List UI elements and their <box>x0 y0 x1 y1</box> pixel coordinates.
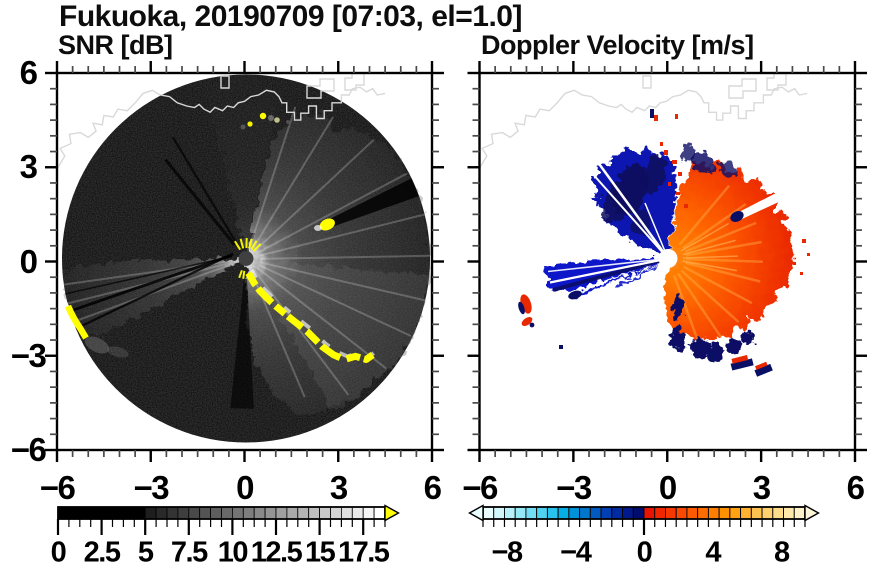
snr-y-tick-label: 6 <box>19 54 38 91</box>
axis-ticks <box>45 61 867 462</box>
snr-colorbar <box>56 504 400 535</box>
doppler-colorbar-tick-label: 4 <box>705 536 721 569</box>
snr-y-tick-label: 0 <box>19 242 38 280</box>
snr-colorbar-tick-label: 12.5 <box>250 536 303 569</box>
snr-panel-title: SNR [dB] <box>58 30 173 60</box>
doppler-white-notch <box>737 192 783 219</box>
doppler-colorbar-tick-label: −8 <box>491 536 524 569</box>
snr-colorbar-tick-label: 7.5 <box>170 536 208 569</box>
snr-colorbar-tick-label: 0 <box>50 536 67 569</box>
doppler-navy-patches-south <box>671 144 754 361</box>
page-title: Fukuoka, 20190709 [07:03, el=1.0] <box>59 0 522 33</box>
doppler-navy-stripe <box>552 256 669 292</box>
snr-shadow-rays <box>65 136 419 409</box>
doppler-x-tick-label: −3 <box>556 469 592 506</box>
snr-radial-streaks <box>63 106 431 398</box>
snr-colorbar-tick-label: 2.5 <box>83 536 121 569</box>
snr-y-tick-label: −3 <box>10 336 47 374</box>
doppler-navy-tip <box>568 290 582 300</box>
snr-x-tick-label: 0 <box>236 469 254 506</box>
snr-x-tick-label: −3 <box>133 469 169 506</box>
doppler-white-rays <box>547 160 670 284</box>
doppler-colorbar-tick-label: 0 <box>636 536 653 569</box>
doppler-x-tick-label: 0 <box>658 469 677 506</box>
snr-y-tick-label: 3 <box>19 148 38 186</box>
doppler-panel-title: Doppler Velocity [m/s] <box>481 30 754 60</box>
doppler-x-tick-label: −6 <box>462 469 498 506</box>
doppler-colorbar-tick-label: 8 <box>774 536 790 569</box>
snr-colorbar-tick-label: 10 <box>217 536 249 569</box>
snr-bright-fans <box>63 79 430 415</box>
snr-colorbar-tick-label: 15 <box>304 536 336 569</box>
doppler-red-speckles <box>660 142 688 208</box>
doppler-x-tick-label: 3 <box>752 469 771 506</box>
snr-x-tick-label: −6 <box>39 469 76 506</box>
doppler-radar-image <box>479 73 810 377</box>
snr-colorbar-tick-label: 17.5 <box>337 536 390 569</box>
snr-colorbar-tick-label: 5 <box>137 536 154 569</box>
doppler-isolated-echoes <box>518 109 810 377</box>
snr-y-tick-label: −6 <box>10 431 47 468</box>
snr-yellow-clutter <box>64 112 377 363</box>
snr-x-tick-label: 6 <box>423 469 442 506</box>
doppler-colorbar-tick-label: −4 <box>560 536 592 569</box>
doppler-orange-streaks <box>673 184 763 349</box>
doppler-core-streaks <box>680 222 738 272</box>
snr-radar-image <box>57 73 431 443</box>
doppler-radar-center-dot <box>658 249 678 268</box>
snr-radar-center-dot <box>238 251 254 266</box>
doppler-notch-blob <box>730 211 744 222</box>
doppler-colorbar <box>468 504 820 535</box>
snr-x-tick-label: 3 <box>329 469 348 506</box>
doppler-x-tick-label: 6 <box>846 469 865 506</box>
